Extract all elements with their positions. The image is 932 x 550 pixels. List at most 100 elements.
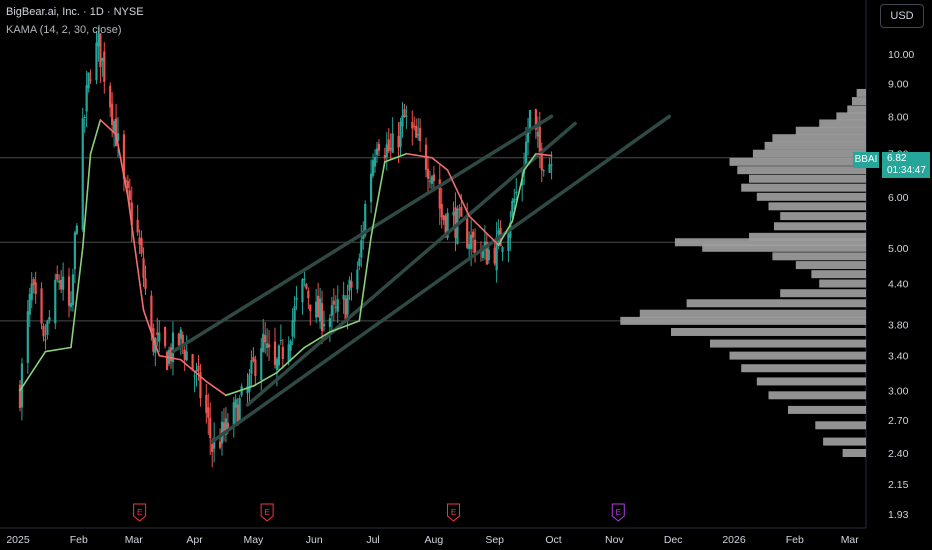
candle-body [369, 173, 373, 203]
kama-line-segment [276, 346, 306, 374]
volume-profile-bar [788, 405, 866, 414]
currency-button[interactable]: USD [880, 4, 924, 28]
candle-body [207, 407, 210, 418]
volume-profile-bar [756, 192, 866, 201]
candle-body [218, 441, 222, 448]
candle-body [254, 359, 257, 377]
candle-body [116, 133, 120, 141]
volume-profile-bar [749, 174, 866, 183]
candle-body [60, 279, 63, 290]
volume-profile-bar [842, 449, 866, 457]
candle-body [375, 148, 379, 156]
upcoming-earnings-marker [611, 503, 625, 522]
candle-body [109, 85, 112, 108]
candle-body [470, 234, 473, 249]
candle-body [197, 365, 200, 371]
time-axis-tick: Apr [186, 534, 203, 546]
candle-body [487, 249, 490, 261]
volume-profile-bar [764, 141, 866, 150]
candle-body [224, 418, 228, 435]
candle-body [536, 131, 539, 137]
candle-body [279, 340, 282, 342]
volume-profile-bar [729, 157, 866, 166]
candle-body [515, 191, 518, 194]
earnings-marker [260, 503, 274, 522]
candle-body [307, 290, 310, 299]
candle-body [262, 333, 265, 352]
candle-body [87, 72, 90, 89]
candle-body [401, 115, 404, 127]
candle-body [330, 305, 333, 316]
candle-body [136, 219, 139, 233]
candle-body [34, 282, 37, 295]
candle-body [322, 324, 326, 327]
candle-body [114, 118, 118, 146]
candle-body [442, 215, 445, 221]
price-axis-tick: 8.00 [888, 111, 909, 123]
candle-body [350, 281, 353, 288]
indicator-legend[interactable]: KAMA (14, 2, 30, close) [6, 24, 122, 36]
candle-body [95, 42, 98, 81]
candle-body [383, 155, 386, 159]
candle-body [126, 180, 129, 189]
time-axis-tick: 2025 [6, 534, 30, 546]
candle-body [334, 306, 337, 308]
symbol-price-tag: BBAI [853, 152, 879, 168]
candle-body [524, 141, 528, 166]
candle-body [277, 345, 280, 366]
volume-profile-bar [749, 232, 866, 241]
symbol-title[interactable]: BigBear.ai, Inc. · 1D · NYSE [6, 6, 144, 18]
candle-body [318, 298, 322, 322]
candle-body [144, 278, 147, 289]
volume-profile-bar [780, 212, 866, 221]
candle-body [328, 318, 332, 327]
candle-body [452, 211, 455, 216]
channel-trend-line [210, 114, 672, 444]
candle-body [171, 332, 175, 363]
candle-body [181, 334, 184, 344]
candle-body [275, 359, 279, 370]
price-axis-tick: 3.40 [888, 351, 909, 363]
earnings-marker-label: E [137, 508, 142, 517]
volume-profile-bar [729, 351, 866, 360]
candle-body [67, 276, 71, 306]
time-axis-tick: Feb [786, 534, 804, 546]
earnings-marker-label: E [264, 508, 269, 517]
candle-body [454, 207, 457, 238]
candle-body [387, 139, 390, 152]
volume-profile-bar [851, 97, 866, 106]
price-axis-tick: 2.15 [888, 479, 909, 491]
candle-body [122, 134, 126, 179]
kama-line-segment [252, 371, 278, 387]
candle-body [40, 288, 43, 324]
candle-body [158, 332, 161, 342]
candle-body [58, 280, 61, 283]
candle-body [81, 118, 84, 230]
candle-body [419, 127, 422, 142]
candle-body [69, 302, 73, 308]
candle-body [507, 234, 510, 252]
candle-body [213, 437, 216, 449]
candle-body [481, 248, 485, 258]
kama-line-segment [384, 152, 408, 163]
volume-profile-bar [780, 289, 866, 298]
candle-body [236, 404, 239, 426]
candle-body [26, 311, 29, 363]
candle-body [344, 298, 347, 320]
price-axis-tick: 9.00 [888, 78, 909, 90]
candle-body [315, 301, 318, 318]
volume-profile-bar [847, 105, 866, 114]
price-axis-tick: 5.00 [888, 243, 909, 255]
volume-profile-bar [752, 149, 866, 158]
last-price-tag: 6.82 01:34:47 [882, 152, 930, 178]
candle-body [238, 398, 241, 420]
kama-line-segment [205, 380, 227, 397]
candle-body [291, 320, 294, 337]
candle-body [542, 170, 545, 172]
candle-body [364, 203, 367, 236]
kama-line-segment [468, 215, 500, 246]
candle-body [128, 190, 131, 200]
volume-profile-bar [737, 166, 866, 175]
